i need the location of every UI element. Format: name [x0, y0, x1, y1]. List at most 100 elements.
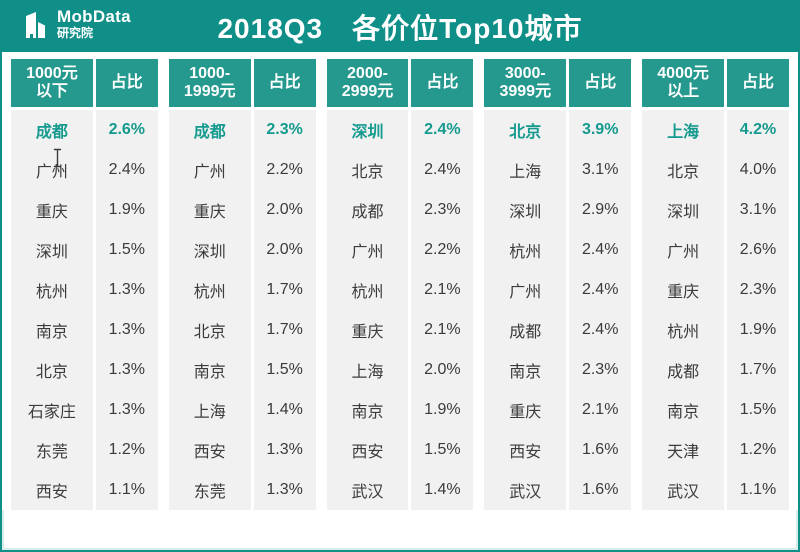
city-cell: 西安 — [326, 430, 409, 470]
city-cell: 北京 — [326, 150, 409, 190]
share-cell: 1.5% — [253, 350, 316, 390]
share-cell: 1.1% — [95, 470, 158, 510]
city-cell: 石家庄 — [11, 390, 93, 430]
city-cell: 深圳 — [168, 230, 251, 270]
city-cell: 广州 — [484, 270, 567, 310]
price-range-header: 2000- 2999元 — [326, 59, 409, 107]
table-row: 杭州 2.4% — [484, 230, 632, 270]
table-row: 广州 2.4% — [484, 270, 632, 310]
table-row: 西安 1.3% — [168, 430, 316, 470]
share-cell: 2.0% — [253, 190, 316, 230]
city-cell: 东莞 — [11, 430, 93, 470]
city-cell: 西安 — [11, 470, 93, 510]
share-cell: 1.7% — [253, 270, 316, 310]
share-cell: 1.3% — [95, 310, 158, 350]
city-cell: 武汉 — [326, 470, 409, 510]
city-cell: 东莞 — [168, 470, 251, 510]
city-cell: 深圳 — [11, 230, 93, 270]
city-cell: 成都 — [484, 310, 567, 350]
share-cell: 1.3% — [253, 470, 316, 510]
price-range-header: 1000元 以下 — [11, 59, 93, 107]
city-cell: 北京 — [168, 310, 251, 350]
table-row: 重庆 1.9% — [11, 190, 158, 230]
table-row: 重庆 2.0% — [168, 190, 316, 230]
city-cell: 北京 — [11, 350, 93, 390]
table-row: 杭州 2.1% — [326, 270, 474, 310]
table-row: 广州 2.6% — [642, 230, 789, 270]
price-range-header: 4000元 以上 — [642, 59, 724, 107]
share-cell: 2.1% — [411, 310, 474, 350]
table-row: 杭州 1.7% — [168, 270, 316, 310]
table-row: 天津 1.2% — [642, 430, 789, 470]
city-cell: 南京 — [326, 390, 409, 430]
city-cell: 广州 — [326, 230, 409, 270]
share-cell: 1.9% — [411, 390, 474, 430]
share-cell: 1.5% — [411, 430, 474, 470]
table-body: 上海 4.2% 北京 4.0% 深圳 3.1% 广州 2.6% 重庆 2.3% … — [642, 110, 789, 510]
share-cell: 2.0% — [253, 230, 316, 270]
table-row: 上海 1.4% — [168, 390, 316, 430]
table-row: 成都 2.6% — [11, 110, 158, 150]
table-row: 北京 3.9% — [484, 110, 632, 150]
share-header: 占比 — [411, 59, 474, 107]
logo-text: MobData 研究院 — [57, 7, 131, 40]
page-title: 2018Q3 各价位Top10城市 — [217, 13, 583, 44]
share-cell: 1.3% — [95, 350, 158, 390]
city-cell: 重庆 — [11, 190, 93, 230]
table-row: 武汉 1.4% — [326, 470, 474, 510]
table-row: 南京 1.3% — [11, 310, 158, 350]
share-cell: 2.9% — [569, 190, 632, 230]
share-cell: 1.5% — [95, 230, 158, 270]
city-cell: 广州 — [11, 150, 93, 190]
city-cell: 杭州 — [326, 270, 409, 310]
city-cell: 深圳 — [642, 190, 724, 230]
share-cell: 1.7% — [727, 350, 789, 390]
city-cell: 成都 — [326, 190, 409, 230]
price-range-header: 3000- 3999元 — [484, 59, 567, 107]
table-row: 南京 1.5% — [168, 350, 316, 390]
share-cell: 2.4% — [411, 150, 474, 190]
city-cell: 广州 — [168, 150, 251, 190]
table-row: 东莞 1.2% — [11, 430, 158, 470]
table-row: 西安 1.1% — [11, 470, 158, 510]
table-row: 重庆 2.1% — [484, 390, 632, 430]
share-cell: 1.3% — [95, 390, 158, 430]
table-header-row: 1000- 1999元 占比 — [168, 59, 316, 107]
table-row: 南京 1.5% — [642, 390, 789, 430]
share-cell: 2.4% — [569, 230, 632, 270]
share-header: 占比 — [95, 59, 158, 107]
city-cell: 成都 — [11, 110, 93, 150]
price-table: 2000- 2999元 占比 深圳 2.4% 北京 2.4% 成都 2.3% 广… — [326, 59, 474, 510]
table-body: 成都 2.6% 广州 2.4% 重庆 1.9% 深圳 1.5% 杭州 1.3% … — [11, 110, 158, 510]
table-body: 北京 3.9% 上海 3.1% 深圳 2.9% 杭州 2.4% 广州 2.4% … — [484, 110, 632, 510]
table-row: 武汉 1.6% — [484, 470, 632, 510]
city-cell: 西安 — [484, 430, 567, 470]
share-cell: 1.5% — [727, 390, 789, 430]
table-row: 杭州 1.3% — [11, 270, 158, 310]
share-cell: 1.3% — [95, 270, 158, 310]
price-range-header: 1000- 1999元 — [168, 59, 251, 107]
city-cell: 深圳 — [484, 190, 567, 230]
city-cell: 上海 — [326, 350, 409, 390]
table-row: 成都 1.7% — [642, 350, 789, 390]
share-cell: 2.2% — [411, 230, 474, 270]
city-cell: 武汉 — [484, 470, 567, 510]
logo-title: MobData — [57, 7, 131, 27]
share-cell: 2.0% — [411, 350, 474, 390]
city-cell: 重庆 — [484, 390, 567, 430]
city-cell: 重庆 — [326, 310, 409, 350]
table-row: 杭州 1.9% — [642, 310, 789, 350]
city-cell: 重庆 — [168, 190, 251, 230]
table-row: 西安 1.6% — [484, 430, 632, 470]
building-icon — [18, 7, 48, 41]
table-header-row: 1000元 以下 占比 — [11, 59, 158, 107]
city-cell: 杭州 — [484, 230, 567, 270]
city-cell: 广州 — [642, 230, 724, 270]
city-cell: 上海 — [642, 110, 724, 150]
table-row: 石家庄 1.3% — [11, 390, 158, 430]
share-cell: 1.1% — [727, 470, 789, 510]
tables-area: 1000元 以下 占比 成都 2.6% 广州 2.4% 重庆 1.9% 深圳 1… — [2, 52, 798, 510]
city-cell: 南京 — [484, 350, 567, 390]
share-cell: 2.4% — [569, 270, 632, 310]
